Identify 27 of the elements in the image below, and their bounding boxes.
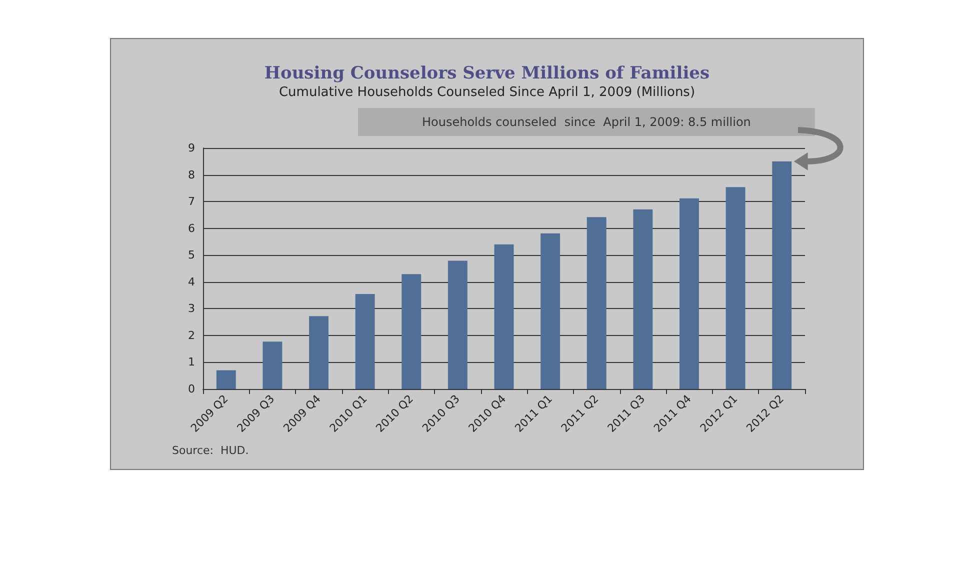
bar [586,217,606,389]
bar [726,187,746,389]
bar [309,316,328,389]
chart-subtitle: Cumulative Households Counseled Since April 1, 2009 (Millions) [278,85,696,100]
y-tick-label: 0 [188,382,195,396]
y-tick-label: 5 [188,248,195,262]
y-tick-label: 7 [188,195,195,208]
bar [680,198,699,389]
bar [540,233,560,389]
y-tick-label: 9 [188,142,195,154]
text: Households counseled since April 1, 2009: 8.5 million [422,115,751,129]
bar [448,260,468,389]
y-tick-label: 6 [188,222,195,235]
bar [402,274,422,389]
bar [262,342,282,389]
bar [355,294,375,389]
y-tick-label: 3 [188,302,195,316]
bar [216,370,236,389]
bar [772,161,792,389]
chart-title: Housing Counselors Serve Millions of Families [264,64,710,84]
y-tick-label: 2 [188,328,195,342]
bar [494,244,514,389]
bar [633,209,653,389]
y-tick-label: 1 [188,356,195,369]
source-note: Source: HUD. [172,444,249,457]
y-tick-label: 4 [188,275,195,288]
y-tick-label: 8 [188,168,195,182]
